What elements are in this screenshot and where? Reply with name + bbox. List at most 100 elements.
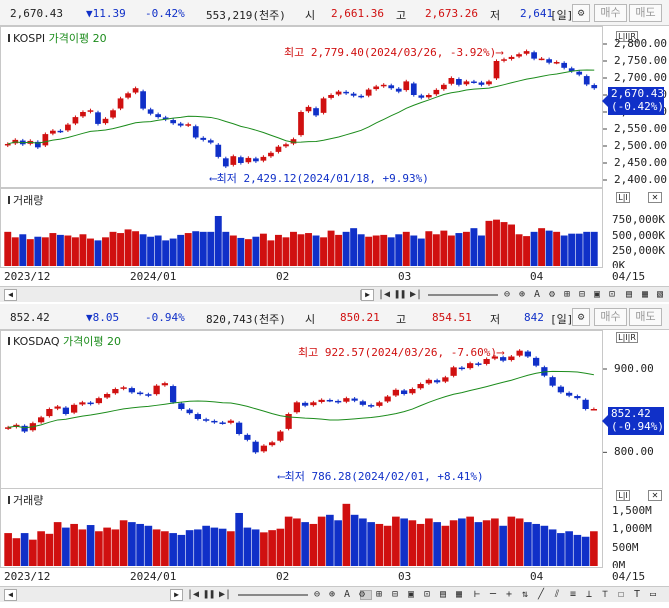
tool-icon[interactable]: ▤ xyxy=(439,589,447,600)
line-icon[interactable]: ─ xyxy=(489,589,497,600)
kosdaq-current-price-label: 852.42 (-0.94%) xyxy=(602,407,664,435)
candle-body xyxy=(441,84,447,90)
candle-body xyxy=(532,357,540,366)
pause-icon[interactable]: ❚❚ xyxy=(393,289,407,300)
volume-bar xyxy=(548,529,557,566)
volume-bar xyxy=(235,512,243,566)
kospi-vol-title-text: 거래량 xyxy=(13,194,44,207)
candle-body xyxy=(110,110,116,118)
kospi-max-annotation: 최고 2,779.40(2024/03/26, -3.92%)⟶ xyxy=(284,46,503,59)
fib-icon[interactable]: ≡ xyxy=(569,589,577,600)
volume-bar xyxy=(152,529,161,566)
tool-icon[interactable]: ⊞ xyxy=(563,289,571,300)
settings-gear-icon[interactable]: ⚙ xyxy=(572,4,590,22)
pause-icon[interactable]: ❚❚ xyxy=(202,589,216,600)
volume-bar xyxy=(293,518,301,566)
tool-icon[interactable]: ▦ xyxy=(641,289,649,300)
volume-bar xyxy=(41,237,49,266)
kospi-scrollbar[interactable]: ◀ ▶ |◀ ❚❚ ▶| ⊖ ⊕ A ⚙ ⊞ ⊟ ▣ ⊡ ▤ ▦ ▧ xyxy=(0,286,669,302)
vol-log-button[interactable]: L|I xyxy=(616,192,630,203)
candle-body xyxy=(478,82,485,85)
first-icon[interactable]: |◀ xyxy=(186,589,200,600)
kospi-price-area[interactable] xyxy=(0,26,603,188)
sell-button[interactable]: 매도 xyxy=(629,4,662,22)
volume-bar xyxy=(408,520,417,566)
candle-body xyxy=(320,98,327,113)
tool-icon[interactable]: ⊞ xyxy=(375,589,383,600)
text-icon[interactable]: A xyxy=(533,289,541,300)
tool-icon[interactable]: ⊡ xyxy=(423,589,431,600)
volume-bar xyxy=(78,529,87,566)
zoom-slider[interactable] xyxy=(238,594,308,596)
tool-icon[interactable]: ▭ xyxy=(649,589,657,600)
buy-button[interactable]: 매수 xyxy=(594,4,627,22)
tool-icon[interactable]: ⊟ xyxy=(391,589,399,600)
zoom-out-icon[interactable]: ⊖ xyxy=(503,289,511,300)
tool-icon[interactable]: ▦ xyxy=(455,589,463,600)
candle-body xyxy=(162,117,169,120)
candle-body xyxy=(54,406,61,409)
zoom-in-icon[interactable]: ⊕ xyxy=(518,289,526,300)
kospi-volume: 553,219(천주) xyxy=(206,9,286,22)
candle-body xyxy=(310,402,317,406)
tool-icon[interactable]: ▣ xyxy=(593,289,601,300)
candle-body xyxy=(486,81,492,85)
settings-gear-icon[interactable]: ⚙ xyxy=(572,308,590,326)
kosdaq-volume: 820,743(천주) xyxy=(206,313,286,326)
date-label: 2024/01 xyxy=(130,270,177,283)
tool-icon[interactable]: ▣ xyxy=(407,589,415,600)
kospi-cur-price: 2,670.43 xyxy=(611,87,664,100)
gear-icon[interactable]: ⚙ xyxy=(548,289,556,300)
scroll-left-arrow-icon[interactable]: ◀ xyxy=(4,589,17,601)
scroll-left-arrow-icon[interactable]: ◀ xyxy=(4,289,17,301)
vol-log-button[interactable]: L|I xyxy=(616,490,630,501)
tool-icon[interactable]: ▤ xyxy=(625,289,633,300)
vol-close-button[interactable]: ✕ xyxy=(648,192,662,203)
tool-icon[interactable]: ⊤ xyxy=(601,589,609,600)
price-tick-label: 2,400.00 xyxy=(614,173,667,186)
tool-icon[interactable]: ▧ xyxy=(656,289,664,300)
zoom-slider[interactable] xyxy=(428,294,498,296)
candle-body xyxy=(403,81,410,91)
scroll-right-arrow-icon[interactable]: ▶ xyxy=(170,589,183,601)
volume-bar xyxy=(458,518,466,566)
kosdaq-scrollbar[interactable]: ◀ ▶ |◀ ❚❚ ▶| ⊖ ⊕ A ⚙ ⊞ ⊟ ▣ ⊡ ▤ ▦ ⊢ ─ + ⇅… xyxy=(0,586,669,602)
tool-icon[interactable]: ⊥ xyxy=(585,589,593,600)
cross-icon[interactable]: + xyxy=(505,589,513,600)
kosdaq-min-annotation: ⟵최저 786.28(2024/02/01, +8.41%) xyxy=(278,470,484,483)
candle-body xyxy=(568,68,575,72)
tool-icon[interactable]: ⊟ xyxy=(578,289,586,300)
channel-icon[interactable]: ⫽ xyxy=(554,589,560,600)
volume-bar xyxy=(128,522,136,566)
tool-icon[interactable]: ⊡ xyxy=(608,289,616,300)
volume-bar xyxy=(317,516,326,566)
zoom-out-icon[interactable]: ⊖ xyxy=(313,589,321,600)
vol-close-button[interactable]: ✕ xyxy=(648,490,662,501)
last-icon[interactable]: ▶| xyxy=(409,289,423,300)
candle-body xyxy=(546,59,552,63)
tool-icon[interactable]: ☐ xyxy=(617,589,625,600)
buy-button[interactable]: 매수 xyxy=(594,308,627,326)
gear-icon[interactable]: ⚙ xyxy=(358,589,366,600)
volume-bar xyxy=(320,237,328,266)
candle-body xyxy=(590,409,598,411)
scroll-right-arrow-icon[interactable]: ▶ xyxy=(361,289,374,301)
first-icon[interactable]: |◀ xyxy=(377,289,391,300)
candle-body xyxy=(365,89,372,96)
log-button[interactable]: L|I|R xyxy=(616,332,638,343)
text-icon[interactable]: A xyxy=(343,589,351,600)
candle-body xyxy=(194,414,202,419)
arrows-icon[interactable]: ⇅ xyxy=(521,589,529,600)
sell-button[interactable]: 매도 xyxy=(629,308,662,326)
volume-bar xyxy=(12,538,21,566)
text-tool-icon[interactable]: T xyxy=(633,589,641,600)
diagonal-icon[interactable]: ╱ xyxy=(537,589,545,600)
date-label: 02 xyxy=(276,270,290,283)
log-button[interactable]: L|I|R xyxy=(616,31,638,42)
zoom-in-icon[interactable]: ⊕ xyxy=(328,589,336,600)
scroll-thumb[interactable] xyxy=(360,590,372,600)
last-icon[interactable]: ▶| xyxy=(218,589,232,600)
ruler-icon[interactable]: ⊢ xyxy=(473,589,481,600)
volume-bar xyxy=(260,532,268,566)
kosdaq-high: 854.51 xyxy=(432,311,472,324)
